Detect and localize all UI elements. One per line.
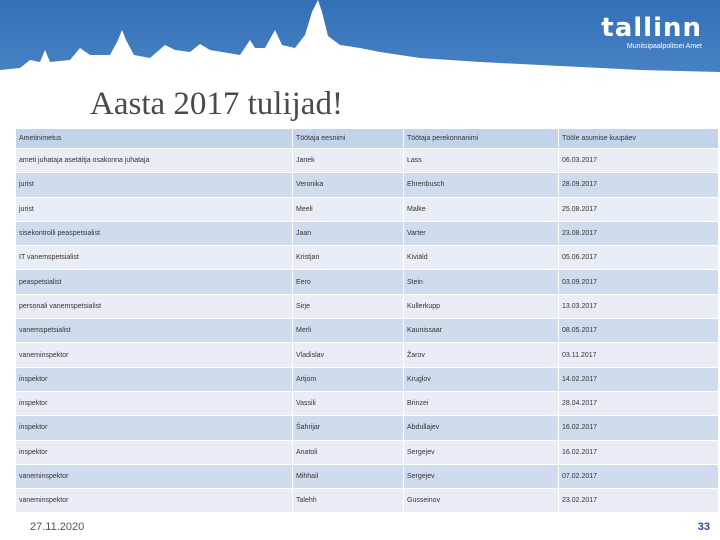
table-cell: Šahrijar (292, 415, 404, 441)
table-cell: Ehrenbusch (403, 172, 559, 198)
column-header: Töötaja eesnimi (292, 128, 404, 149)
table-cell: 25.08.2017 (558, 196, 719, 222)
table-cell: Eero (292, 269, 404, 295)
table-cell: vaneminspektor (15, 342, 293, 368)
table-cell: Kiviäld (403, 245, 559, 271)
header-row: Ametinimetus Töötaja eesnimi Töötaja perek… (15, 128, 719, 149)
table-cell: Vassili (292, 390, 404, 417)
table-cell: inspektor (15, 366, 293, 392)
footer-date: 27.11.2020 (30, 521, 85, 533)
table-cell: 16.02.2017 (558, 439, 719, 465)
slide-title: Aasta 2017 tulijad! (90, 86, 343, 122)
table-cell: vanemspetsialist (15, 318, 293, 344)
table-cell: 06.03.2017 (558, 147, 719, 174)
table-cell: sisekontrolli peaspetsialist (15, 220, 293, 247)
table-cell: 16.02.2017 (558, 415, 719, 441)
table-cell: Anatoli (292, 439, 404, 465)
table-cell: peaspetsialist (15, 269, 293, 295)
table-cell: Janek (292, 147, 404, 174)
table-cell: Sirje (292, 293, 404, 320)
table-cell: Stein (403, 269, 559, 295)
table-row: jurist Meeli Malke 25.08.2017 (15, 196, 719, 222)
table-cell: vaneminspektor (15, 463, 293, 490)
table-cell: jurist (15, 196, 293, 222)
table-cell: 03.09.2017 (558, 269, 719, 295)
table-cell: Artjom (292, 366, 404, 392)
table-row: peaspetsialist Eero Stein 03.09.2017 (15, 269, 719, 295)
table-cell: Sergejev (403, 439, 559, 465)
table-cell: Kruglov (403, 366, 559, 392)
table-cell: 03.11.2017 (558, 342, 719, 368)
table-cell: Veronika (292, 172, 404, 198)
table-cell: 13.03.2017 (558, 293, 719, 320)
table-cell: ameti juhataja asetäitja osakonna juhata… (15, 147, 293, 174)
table-row: IT vanemspetsialist Kristjan Kiviäld 05.06.… (15, 245, 719, 271)
table-cell: Sergejev (403, 463, 559, 490)
table-cell: Brinzei (403, 390, 559, 417)
column-header: Töötaja perekonnanimi (403, 128, 559, 149)
table-cell: Merli (292, 318, 404, 344)
table-cell: 23.08.2017 (558, 220, 719, 247)
staff-table: Ametinimetus Töötaja eesnimi Töötaja perek… (15, 128, 719, 514)
table-cell: Vladislav (292, 342, 404, 368)
table-cell: Talehh (292, 488, 404, 514)
table-row: ameti juhataja asetäitja osakonna juhata… (15, 147, 719, 174)
table-row: vanemspetsialist Merli Kaunissaar 08.05.201… (15, 318, 719, 344)
table-cell: Mihhail (292, 463, 404, 490)
table-cell: inspektor (15, 390, 293, 417)
table-row: jurist Veronika Ehrenbusch 28.09.2017 (15, 172, 719, 198)
table-row: inspektor Šahrijar Abdullajev 16.02.2017 (15, 415, 719, 441)
table-cell: 23.02.2017 (558, 488, 719, 514)
logo: tallinn Munitsipaalpolitsei Amet (601, 14, 702, 51)
table-row: vaneminspektor Talehh Gusseinov 23.02.2017 (15, 488, 719, 514)
table-cell: Kristjan (292, 245, 404, 271)
table-cell: Jaan (292, 220, 404, 247)
table-row: inspektor Artjom Kruglov 14.02.2017 (15, 366, 719, 392)
table-cell: inspektor (15, 439, 293, 465)
table-row: personali vanemspetsialist Sirje Kullerkup… (15, 293, 719, 320)
table-cell: Varter (403, 220, 559, 247)
table-row: inspektor Vassili Brinzei 28.04.2017 (15, 390, 719, 417)
column-header: Tööle asumise kuupäev (558, 128, 719, 149)
table-row: sisekontrolli peaspetsialist Jaan Varter 23… (15, 220, 719, 247)
table-cell: Kullerkupp (403, 293, 559, 320)
table-cell: 08.05.2017 (558, 318, 719, 344)
table-cell: 28.09.2017 (558, 172, 719, 198)
table-row: inspektor Anatoli Sergejev 16.02.2017 (15, 439, 719, 465)
table-body: ameti juhataja asetäitja osakonna juhata… (15, 147, 719, 514)
page-number: 33 (697, 521, 710, 533)
table-row: vaneminspektor Mihhail Sergejev 07.02.2017 (15, 463, 719, 490)
table-row: vaneminspektor Vladislav Žarov 03.11.2017 (15, 342, 719, 368)
table-cell: Malke (403, 196, 559, 222)
table-cell: Žarov (403, 342, 559, 368)
table-cell: Abdullajev (403, 415, 559, 441)
table-cell: IT vanemspetsialist (15, 245, 293, 271)
table-cell: 14.02.2017 (558, 366, 719, 392)
table-cell: inspektor (15, 415, 293, 441)
table-cell: 28.04.2017 (558, 390, 719, 417)
table-cell: jurist (15, 172, 293, 198)
logo-subtitle: Munitsipaalpolitsei Amet (626, 43, 702, 50)
table-cell: Meeli (292, 196, 404, 222)
table-cell: 05.06.2017 (558, 245, 719, 271)
table-cell: Gusseinov (403, 488, 559, 514)
table-cell: Kaunissaar (403, 318, 559, 344)
logo-text: tallinn (601, 13, 702, 43)
table-cell: 07.02.2017 (558, 463, 719, 490)
table-cell: personali vanemspetsialist (15, 293, 293, 320)
table-cell: Lass (403, 147, 559, 174)
column-header: Ametinimetus (15, 128, 293, 149)
table-cell: vaneminspektor (15, 488, 293, 514)
header-banner (0, 0, 720, 92)
